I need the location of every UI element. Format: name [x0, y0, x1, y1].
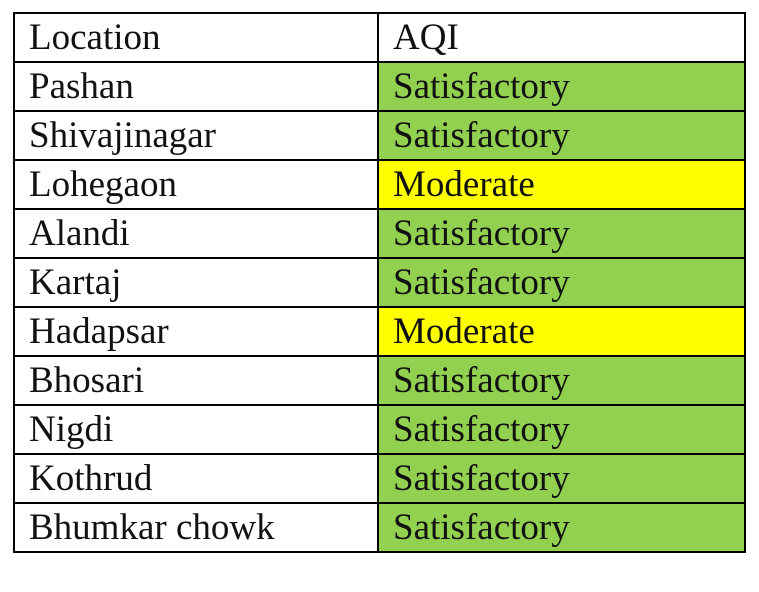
aqi-cell: Satisfactory	[377, 257, 746, 308]
table-row: Bhosari Satisfactory	[13, 355, 746, 406]
table-row: Shivajinagar Satisfactory	[13, 110, 746, 161]
aqi-column-header: AQI	[377, 12, 746, 63]
location-column-header: Location	[13, 12, 379, 63]
location-cell: Bhumkar chowk	[13, 502, 379, 553]
header-row: Location AQI	[13, 12, 746, 63]
location-cell: Pashan	[13, 61, 379, 112]
location-cell: Lohegaon	[13, 159, 379, 210]
aqi-cell: Satisfactory	[377, 110, 746, 161]
location-cell: Kartaj	[13, 257, 379, 308]
location-cell: Bhosari	[13, 355, 379, 406]
table-row: Alandi Satisfactory	[13, 208, 746, 259]
table-row: Pashan Satisfactory	[13, 61, 746, 112]
table-row: Kothrud Satisfactory	[13, 453, 746, 504]
table-header: Location AQI	[13, 12, 746, 63]
table-row: Kartaj Satisfactory	[13, 257, 746, 308]
aqi-table: Location AQI Pashan Satisfactory Shivaji…	[13, 12, 746, 553]
table-body: Pashan Satisfactory Shivajinagar Satisfa…	[13, 61, 746, 553]
aqi-cell: Satisfactory	[377, 404, 746, 455]
table-row: Bhumkar chowk Satisfactory	[13, 502, 746, 553]
location-cell: Alandi	[13, 208, 379, 259]
aqi-cell: Satisfactory	[377, 453, 746, 504]
location-cell: Nigdi	[13, 404, 379, 455]
aqi-cell: Satisfactory	[377, 355, 746, 406]
table-row: Hadapsar Moderate	[13, 306, 746, 357]
aqi-cell: Moderate	[377, 159, 746, 210]
location-cell: Kothrud	[13, 453, 379, 504]
table-row: Nigdi Satisfactory	[13, 404, 746, 455]
aqi-cell: Satisfactory	[377, 61, 746, 112]
aqi-cell: Satisfactory	[377, 208, 746, 259]
aqi-cell: Moderate	[377, 306, 746, 357]
location-cell: Shivajinagar	[13, 110, 379, 161]
aqi-cell: Satisfactory	[377, 502, 746, 553]
table-row: Lohegaon Moderate	[13, 159, 746, 210]
location-cell: Hadapsar	[13, 306, 379, 357]
